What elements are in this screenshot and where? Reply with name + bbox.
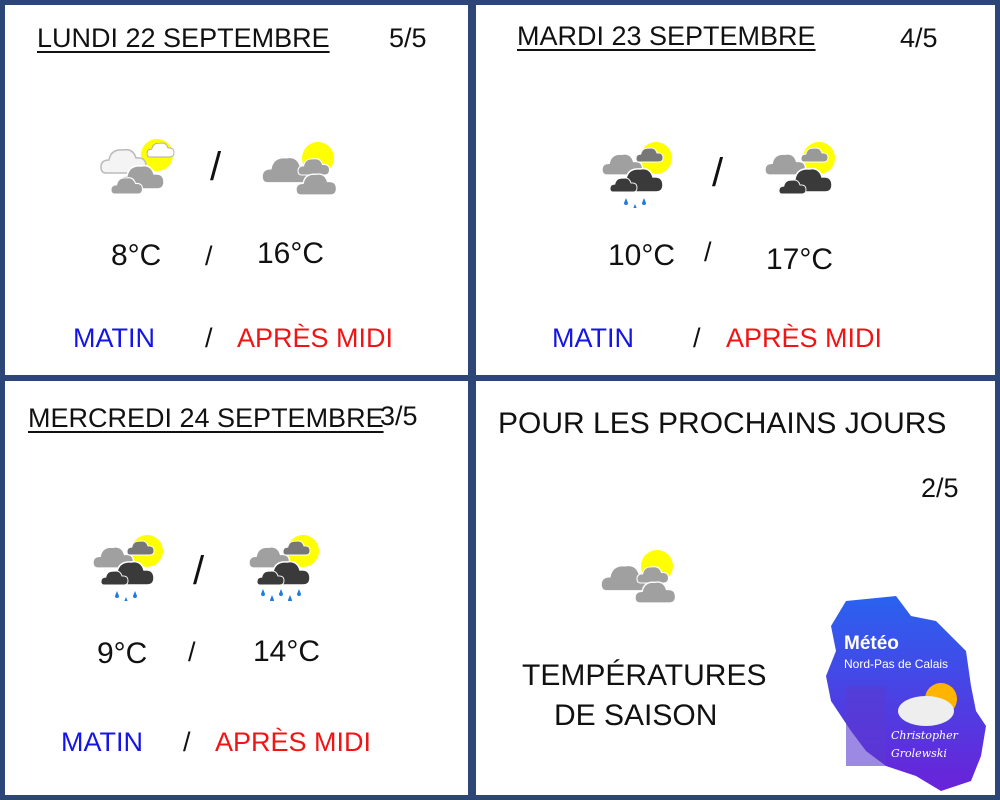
afternoon-label: APRÈS MIDI (726, 323, 883, 353)
day-title: LUNDI 22 SEPTEMBRE (37, 23, 330, 53)
outlook-rating: 2/5 (921, 473, 959, 503)
outlook-panel: POUR LES PROCHAINS JOURS 2/5 TEMPÉRATURE… (476, 381, 995, 795)
day-panel-tuesday: MARDI 23 SEPTEMBRE 4/5 / 10°C / 17°C MAT… (476, 5, 995, 375)
separator: / (704, 237, 712, 267)
morning-temp: 10°C (608, 239, 676, 272)
light-rain-sun-icon (598, 138, 678, 213)
cloudy-sun-icon (260, 138, 340, 213)
morning-label: MATIN (61, 727, 143, 757)
morning-label: MATIN (73, 323, 155, 353)
day-title: MARDI 23 SEPTEMBRE (517, 21, 816, 51)
afternoon-temp: 17°C (766, 243, 834, 276)
afternoon-label: APRÈS MIDI (215, 727, 372, 757)
logo-author1: Christopher (891, 729, 958, 742)
afternoon-temp: 16°C (257, 237, 325, 270)
separator: / (183, 727, 191, 757)
logo-title: Météo (844, 633, 899, 654)
dark-cloud-sun-icon (761, 138, 841, 213)
light-rain-sun-icon (89, 531, 169, 606)
outlook-line1: TEMPÉRATURES (522, 659, 767, 692)
separator: / (693, 323, 701, 353)
partly-cloudy-sun-icon (97, 133, 177, 208)
cloudy-sun-icon (599, 546, 679, 621)
rain-sun-icon (245, 531, 325, 606)
morning-temp: 8°C (111, 239, 162, 272)
logo-author2: Grolewski (891, 747, 947, 760)
morning-label: MATIN (552, 323, 634, 353)
separator: / (712, 151, 724, 195)
outlook-line2: DE SAISON (554, 699, 718, 732)
afternoon-label: APRÈS MIDI (237, 323, 394, 353)
day-panel-monday: LUNDI 22 SEPTEMBRE 5/5 / 8°C / 16°C MATI… (5, 5, 468, 375)
day-rating: 5/5 (389, 23, 427, 53)
meteo-logo: Météo Nord-Pas de Calais Christopher Gro… (816, 591, 991, 795)
day-title: MERCREDI 24 SEPTEMBRE (28, 403, 384, 433)
separator: / (205, 241, 213, 271)
day-panel-wednesday: MERCREDI 24 SEPTEMBRE 3/5 / 9°C / 14°C M… (5, 381, 468, 795)
day-rating: 4/5 (900, 23, 938, 53)
afternoon-temp: 14°C (253, 635, 321, 668)
separator: / (188, 637, 196, 667)
day-rating: 3/5 (380, 401, 418, 431)
separator: / (193, 549, 205, 593)
separator: / (210, 145, 222, 189)
outlook-title: POUR LES PROCHAINS JOURS (498, 407, 947, 440)
separator: / (205, 323, 213, 353)
morning-temp: 9°C (97, 637, 148, 670)
logo-subtitle: Nord-Pas de Calais (844, 657, 949, 671)
